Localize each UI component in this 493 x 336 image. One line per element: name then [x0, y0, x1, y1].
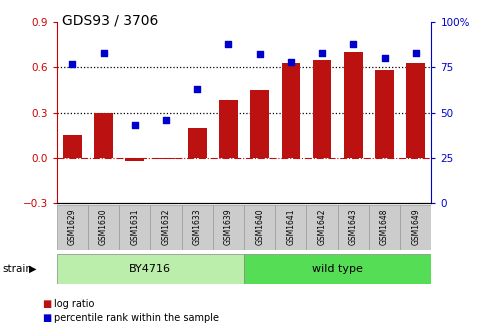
- Bar: [313, 60, 331, 158]
- Point: [224, 41, 232, 46]
- Text: GSM1640: GSM1640: [255, 208, 264, 245]
- Text: GSM1649: GSM1649: [411, 208, 420, 245]
- Bar: [188, 128, 207, 158]
- Text: GSM1639: GSM1639: [224, 208, 233, 245]
- Bar: [119, 205, 150, 250]
- Text: GSM1641: GSM1641: [286, 208, 295, 245]
- Bar: [88, 205, 119, 250]
- Bar: [307, 205, 338, 250]
- Text: GSM1642: GSM1642: [317, 208, 326, 245]
- Point: [287, 59, 295, 65]
- Text: ■: ■: [42, 312, 51, 323]
- Point: [193, 86, 201, 92]
- Bar: [275, 205, 307, 250]
- Bar: [250, 90, 269, 158]
- Bar: [63, 135, 82, 158]
- Bar: [94, 113, 113, 158]
- Text: GSM1632: GSM1632: [162, 208, 171, 245]
- Bar: [57, 205, 88, 250]
- Text: GSM1648: GSM1648: [380, 208, 389, 245]
- Point: [381, 55, 388, 61]
- Bar: [181, 205, 213, 250]
- Text: ▶: ▶: [29, 264, 36, 274]
- Text: percentile rank within the sample: percentile rank within the sample: [54, 312, 219, 323]
- Text: wild type: wild type: [312, 264, 363, 274]
- Point: [69, 61, 76, 66]
- Bar: [282, 62, 300, 158]
- Text: GSM1643: GSM1643: [349, 208, 358, 245]
- Point: [100, 50, 107, 55]
- Point: [350, 41, 357, 46]
- Bar: [244, 254, 431, 284]
- Text: GDS93 / 3706: GDS93 / 3706: [62, 13, 158, 28]
- Text: GSM1630: GSM1630: [99, 208, 108, 245]
- Bar: [219, 100, 238, 158]
- Bar: [406, 62, 425, 158]
- Point: [412, 50, 420, 55]
- Point: [318, 50, 326, 55]
- Bar: [57, 254, 244, 284]
- Bar: [344, 52, 363, 158]
- Text: log ratio: log ratio: [54, 299, 95, 309]
- Text: strain: strain: [2, 264, 33, 274]
- Text: GSM1629: GSM1629: [68, 208, 77, 245]
- Bar: [400, 205, 431, 250]
- Bar: [150, 205, 181, 250]
- Text: GSM1633: GSM1633: [193, 208, 202, 245]
- Bar: [338, 205, 369, 250]
- Bar: [157, 158, 176, 160]
- Point: [131, 123, 139, 128]
- Bar: [244, 205, 275, 250]
- Point: [162, 117, 170, 123]
- Text: GSM1631: GSM1631: [130, 208, 139, 245]
- Bar: [213, 205, 244, 250]
- Bar: [125, 158, 144, 161]
- Text: ■: ■: [42, 299, 51, 309]
- Text: BY4716: BY4716: [129, 264, 172, 274]
- Bar: [375, 70, 394, 158]
- Point: [256, 52, 264, 57]
- Bar: [369, 205, 400, 250]
